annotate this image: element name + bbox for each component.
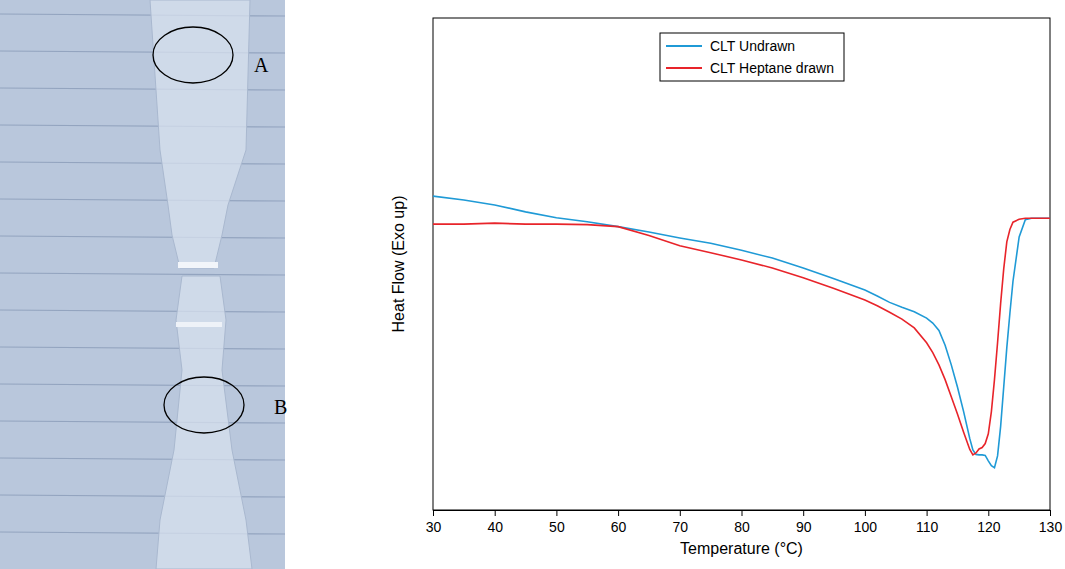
legend-label: CLT Undrawn [710, 38, 795, 54]
x-tick: 130 [1039, 510, 1063, 535]
region-label: A [254, 54, 269, 76]
x-tick: 70 [673, 510, 689, 535]
x-tick-mark [865, 510, 866, 516]
x-axis-title: Temperature (°C) [680, 540, 803, 557]
ruled-line [0, 421, 285, 423]
ruled-line [0, 347, 285, 349]
x-tick-mark [680, 510, 681, 516]
x-tick: 120 [977, 510, 1001, 535]
x-tick-mark [742, 510, 743, 516]
x-tick-mark [618, 510, 619, 516]
x-tick: 80 [734, 510, 750, 535]
sample-upper [150, 0, 250, 268]
plot-frame [433, 18, 1050, 510]
ruled-line [0, 273, 285, 275]
photo-background [0, 0, 285, 569]
x-tick-mark [803, 510, 804, 516]
x-tick: 90 [796, 510, 812, 535]
ruled-line [0, 458, 285, 460]
photo: AB [0, 0, 287, 569]
legend-swatch [666, 45, 702, 47]
x-tick-label: 120 [977, 519, 1001, 535]
x-tick-label: 100 [854, 519, 878, 535]
legend-swatch [666, 67, 702, 69]
ruled-line [0, 199, 285, 201]
series-line [433, 218, 1050, 455]
plot-lines [433, 196, 1050, 468]
x-axis: 30 40 50 60 70 80 90 100 110 120 130 [426, 510, 1063, 535]
x-tick-label: 60 [611, 519, 627, 535]
x-tick: 40 [487, 510, 503, 535]
x-tick-label: 90 [796, 519, 812, 535]
neck-highlight [176, 322, 222, 327]
x-tick-label: 70 [673, 519, 689, 535]
x-tick: 30 [426, 510, 442, 535]
x-tick-mark [495, 510, 496, 516]
x-tick-label: 110 [916, 519, 939, 535]
sample-lower [156, 276, 252, 569]
x-tick-mark [927, 510, 928, 516]
x-axis-line [434, 511, 1051, 517]
neck-highlight [178, 262, 218, 268]
x-tick-mark [988, 510, 989, 516]
x-tick-label: 30 [426, 519, 442, 535]
y-axis-title: Heat Flow (Exo up) [390, 196, 407, 333]
region-label: B [274, 396, 287, 418]
x-tick-mark [556, 510, 557, 516]
x-tick-mark [1050, 510, 1051, 516]
legend-label: CLT Heptane drawn [710, 60, 834, 76]
x-tick: 50 [549, 510, 565, 535]
x-tick: 110 [916, 510, 939, 535]
legend-box [660, 33, 844, 81]
region-circle [153, 27, 233, 83]
x-tick-label: 80 [734, 519, 750, 535]
legend: CLT Undrawn CLT Heptane drawn [660, 33, 844, 81]
ruled-line [0, 495, 285, 497]
canvas: AB30405060708090100110120130Temperature … [0, 0, 1065, 569]
ruled-line [0, 384, 285, 386]
x-tick: 60 [611, 510, 627, 535]
series-line [433, 196, 1050, 468]
region-circle [164, 377, 244, 433]
x-tick-mark [433, 510, 434, 516]
x-tick-label: 130 [1039, 519, 1063, 535]
x-tick-label: 50 [549, 519, 565, 535]
x-tick: 100 [854, 510, 878, 535]
ruled-line [0, 310, 285, 312]
ruled-line [0, 236, 285, 238]
x-tick-label: 40 [487, 519, 503, 535]
